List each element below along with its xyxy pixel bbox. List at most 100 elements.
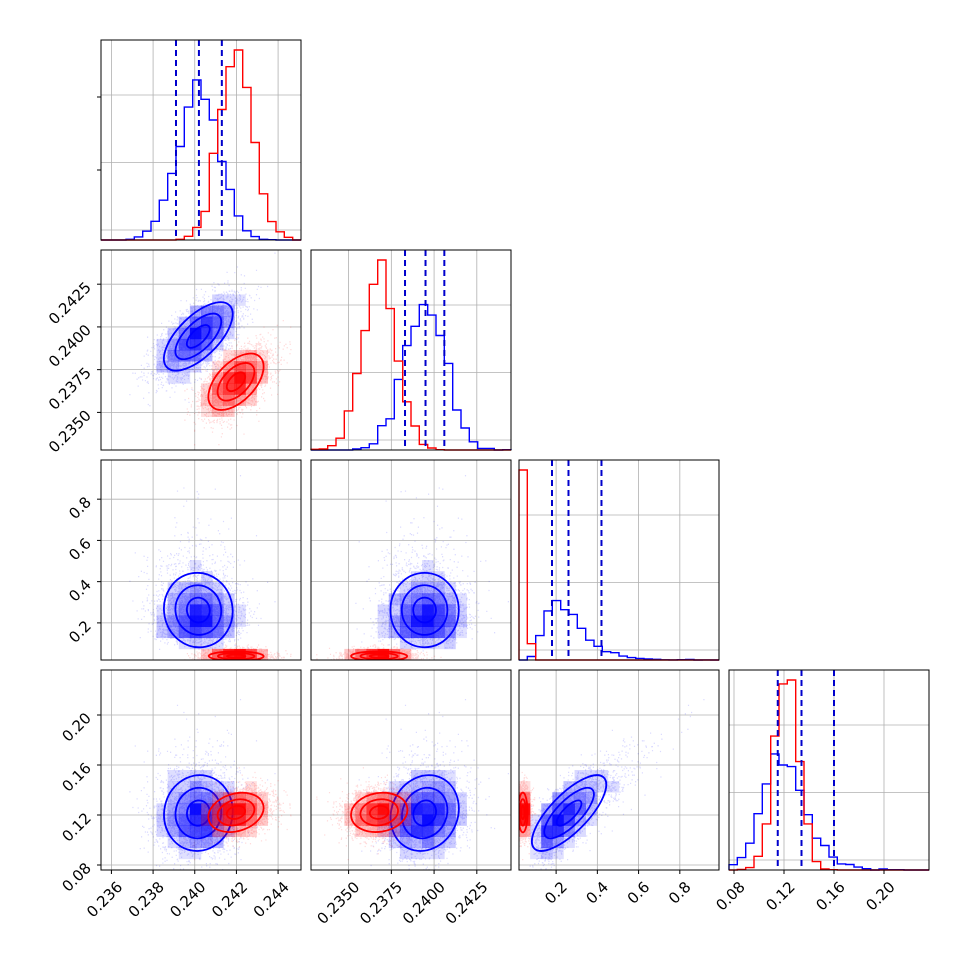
contour-level-2 (401, 786, 449, 840)
density-cell (455, 626, 467, 639)
y-tick-label: 0.2425 (45, 278, 95, 328)
density-cell (178, 847, 191, 860)
density-cell (256, 792, 268, 804)
x-tick-label: 0.2400 (399, 878, 449, 928)
density-cell (444, 582, 456, 594)
density-cell (433, 836, 445, 849)
density-cell (212, 825, 224, 837)
density-cell (411, 582, 423, 594)
density-cell (156, 338, 168, 351)
density-cell (519, 781, 531, 793)
density-cell (399, 825, 412, 837)
contour-level-2 (216, 798, 256, 827)
density-cell (455, 792, 467, 804)
panel-frame (100, 669, 302, 871)
density-cell (433, 814, 445, 826)
contour-level-1 (368, 653, 390, 659)
density-cell (552, 803, 564, 815)
density-cell (411, 792, 423, 804)
density-cell (388, 825, 401, 837)
density-cell (156, 626, 168, 639)
density-cell (377, 803, 390, 815)
density-cell (607, 781, 620, 793)
density-cell (223, 350, 235, 362)
density-cell (444, 836, 456, 849)
density-cell (212, 615, 224, 627)
density-cell (223, 792, 235, 804)
panel-p3-p1 (101, 460, 301, 660)
density-cell (433, 626, 445, 639)
contour-level-1 (412, 799, 437, 827)
density-cell (178, 582, 191, 594)
density-cell (399, 604, 412, 616)
joint-p3-p1 (129, 475, 292, 660)
y-tick-label: 0.2400 (45, 321, 95, 371)
density-cell (178, 781, 191, 793)
density-cell (189, 825, 202, 837)
density-cell (201, 305, 213, 317)
density-cell (178, 615, 191, 627)
contour-level-2 (400, 584, 449, 636)
density-cell (178, 604, 191, 616)
density-cell (388, 814, 401, 826)
density-cell (245, 361, 257, 373)
density-cell (455, 814, 467, 826)
density-cell (399, 637, 412, 650)
density-cell (444, 814, 456, 826)
density-cell (178, 327, 191, 340)
density-cell (167, 593, 180, 605)
density-cell (245, 350, 257, 362)
x-tick-label: 0.4 (583, 878, 613, 908)
density-cell (212, 626, 224, 639)
density-cell (388, 604, 401, 616)
density-cell (189, 781, 202, 793)
density-cell (433, 847, 445, 860)
density-cell (444, 593, 456, 605)
density-cell (156, 604, 168, 616)
density-cell (167, 626, 180, 639)
density-cell (167, 792, 180, 804)
density-cell (422, 582, 434, 594)
contour-level-3 (389, 571, 460, 649)
panel-frame (100, 39, 302, 241)
y-tick-label: 0.12 (58, 809, 94, 845)
contour-level-1 (412, 596, 437, 624)
density-cell (167, 338, 180, 351)
density-cell (444, 825, 456, 837)
panel-frame (310, 249, 512, 451)
density-cell (256, 372, 268, 384)
density-cell (167, 825, 180, 837)
density-cell (201, 394, 213, 406)
density-cell (223, 615, 235, 627)
density-cell (178, 361, 191, 373)
x-tick-label: 0.8 (665, 878, 695, 908)
density-cell (223, 405, 235, 417)
panel-background (519, 460, 719, 660)
density-cell (411, 847, 423, 860)
density-cell (234, 383, 246, 395)
density-cell (156, 825, 168, 837)
density-cell (189, 327, 202, 340)
density-cell (563, 836, 575, 849)
density-cell (411, 626, 423, 639)
density-cell (344, 814, 356, 826)
density-cell (388, 615, 401, 627)
density-cell (245, 372, 257, 384)
density-cell (388, 792, 401, 804)
density-cell (245, 825, 257, 837)
density-cell (234, 615, 246, 627)
contour-level-2 (216, 362, 256, 402)
panel-frame (100, 249, 302, 451)
density-cell (377, 814, 390, 826)
density-cell (189, 803, 202, 815)
density-cell (552, 814, 564, 826)
density-cell (455, 604, 467, 616)
density-cell (156, 615, 168, 627)
panel-frame (728, 669, 930, 871)
density-cell (366, 792, 378, 804)
density-cell (444, 626, 456, 639)
density-cell (422, 803, 434, 815)
density-cell (189, 316, 202, 329)
density-cell (377, 792, 390, 804)
density-cell (585, 803, 598, 815)
